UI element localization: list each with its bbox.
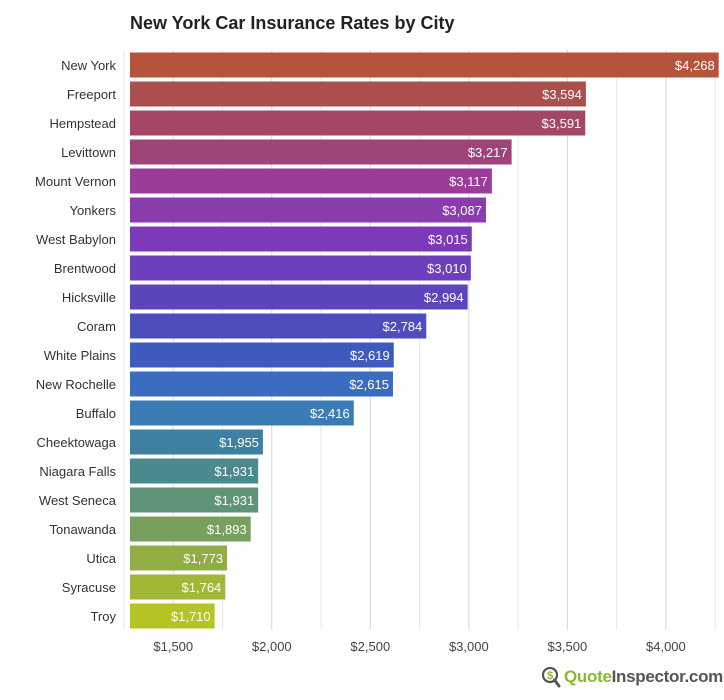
data-label: $1,931 bbox=[214, 493, 254, 508]
data-label: $3,591 bbox=[542, 116, 582, 131]
bar bbox=[130, 487, 259, 513]
svg-text:$: $ bbox=[547, 670, 553, 682]
category-label: Buffalo bbox=[76, 406, 116, 421]
category-label: New Rochelle bbox=[36, 377, 116, 392]
bar bbox=[130, 603, 215, 629]
category-label: Freeport bbox=[67, 87, 117, 102]
x-tick-label: $2,500 bbox=[350, 639, 390, 654]
data-label: $1,773 bbox=[183, 551, 223, 566]
x-tick-label: $3,500 bbox=[547, 639, 587, 654]
bar bbox=[130, 110, 586, 136]
data-label: $2,615 bbox=[349, 377, 389, 392]
bar bbox=[130, 255, 471, 281]
data-label: $2,416 bbox=[310, 406, 350, 421]
category-label: Yonkers bbox=[70, 203, 117, 218]
data-label: $1,955 bbox=[219, 435, 259, 450]
category-label: White Plains bbox=[44, 348, 117, 363]
x-tick-label: $1,500 bbox=[153, 639, 193, 654]
data-label: $1,931 bbox=[214, 464, 254, 479]
logo-text-inspector: Inspector.com bbox=[611, 667, 724, 686]
bar bbox=[130, 81, 586, 107]
bar bbox=[130, 574, 226, 600]
bar bbox=[130, 429, 263, 455]
bar bbox=[130, 52, 719, 78]
logo-text-quote: Quote bbox=[564, 667, 612, 686]
bar bbox=[130, 516, 251, 542]
x-tick-label: $2,000 bbox=[252, 639, 292, 654]
category-label: Utica bbox=[86, 551, 116, 566]
bar bbox=[130, 400, 354, 426]
data-label: $1,893 bbox=[207, 522, 247, 537]
data-label: $3,087 bbox=[442, 203, 482, 218]
data-label: $3,010 bbox=[427, 261, 467, 276]
bar bbox=[130, 313, 427, 339]
category-label: West Babylon bbox=[36, 232, 116, 247]
bar bbox=[130, 197, 486, 223]
bar bbox=[130, 371, 393, 397]
bar bbox=[130, 284, 468, 310]
x-tick-label: $4,000 bbox=[646, 639, 686, 654]
category-label: New York bbox=[61, 58, 116, 73]
data-label: $4,268 bbox=[675, 58, 715, 73]
category-label: Levittown bbox=[61, 145, 116, 160]
category-label: Niagara Falls bbox=[39, 464, 116, 479]
category-label: Tonawanda bbox=[50, 522, 117, 537]
category-label: Syracuse bbox=[62, 580, 116, 595]
data-label: $2,784 bbox=[383, 319, 423, 334]
data-label: $3,594 bbox=[542, 87, 582, 102]
category-label: Cheektowaga bbox=[37, 435, 117, 450]
data-label: $3,015 bbox=[428, 232, 468, 247]
quoteinspector-logo: $ QuoteInspector.com bbox=[541, 666, 723, 688]
magnifier-dollar-icon: $ bbox=[541, 666, 561, 688]
data-label: $1,710 bbox=[171, 609, 211, 624]
data-label: $2,619 bbox=[350, 348, 390, 363]
chart-title: New York Car Insurance Rates by City bbox=[130, 13, 455, 33]
x-tick-label: $3,000 bbox=[449, 639, 489, 654]
data-label: $3,217 bbox=[468, 145, 508, 160]
bar bbox=[130, 458, 259, 484]
bar bbox=[130, 545, 228, 571]
category-label: Coram bbox=[77, 319, 116, 334]
bar bbox=[130, 168, 492, 194]
data-label: $3,117 bbox=[449, 174, 488, 189]
bar bbox=[130, 139, 512, 165]
category-label: Hempstead bbox=[50, 116, 116, 131]
category-label: Mount Vernon bbox=[35, 174, 116, 189]
category-label: Hicksville bbox=[62, 290, 116, 305]
bar bbox=[130, 342, 394, 368]
data-label: $1,764 bbox=[182, 580, 222, 595]
bar bbox=[130, 226, 472, 252]
category-label: Brentwood bbox=[54, 261, 116, 276]
data-label: $2,994 bbox=[424, 290, 464, 305]
category-label: West Seneca bbox=[39, 493, 117, 508]
category-label: Troy bbox=[90, 609, 116, 624]
